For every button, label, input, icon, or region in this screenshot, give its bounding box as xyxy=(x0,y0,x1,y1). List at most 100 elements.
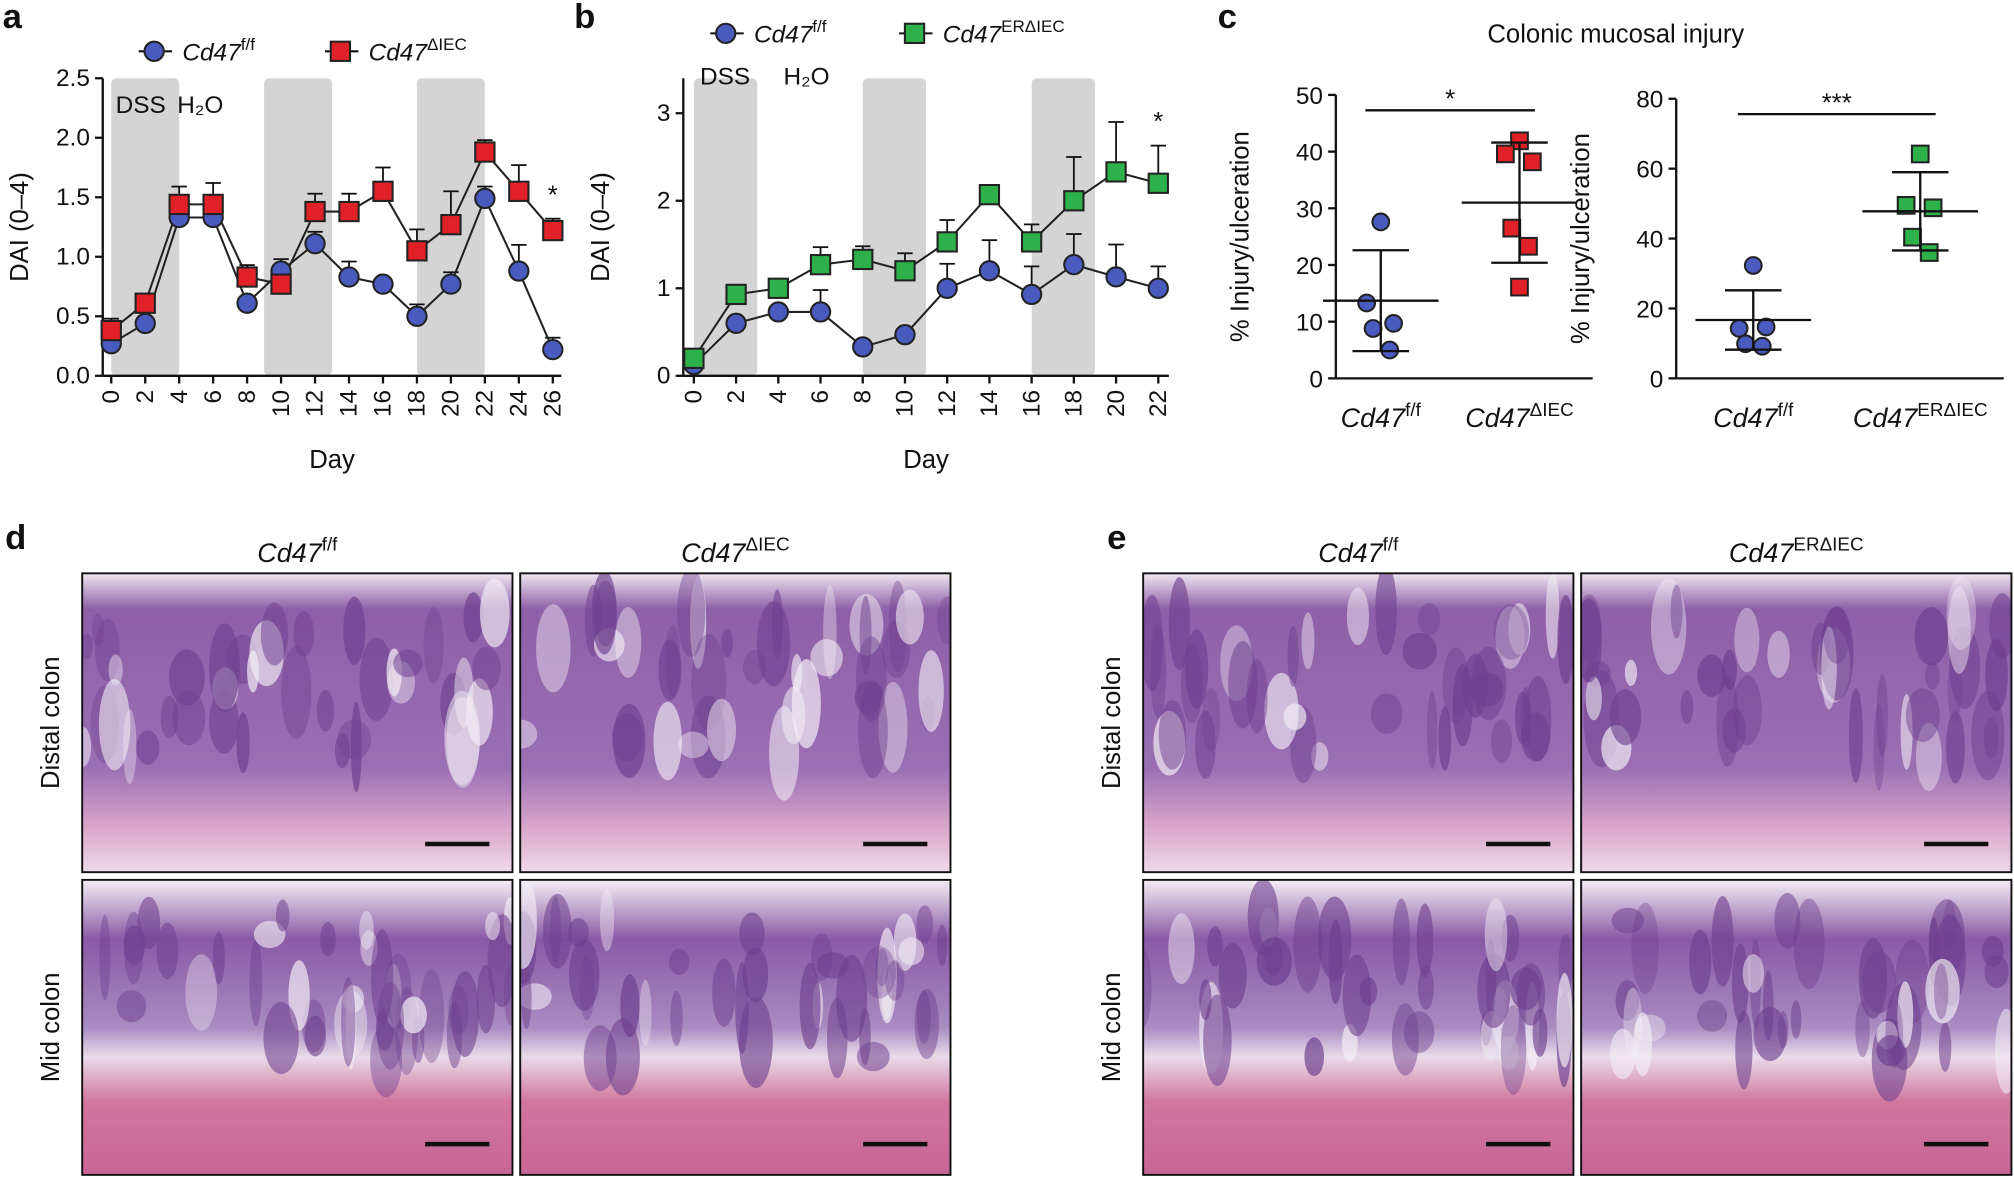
y-tick-label: 1.5 xyxy=(56,184,90,211)
tissue-texture xyxy=(1491,719,1513,763)
column-label-sup: ERΔIEC xyxy=(1793,533,1863,554)
y-tick-label: 0 xyxy=(1650,366,1664,393)
tissue-texture xyxy=(1716,675,1740,767)
tissue xyxy=(1581,573,2012,873)
tissue-texture xyxy=(855,636,887,722)
tissue-texture xyxy=(1873,703,1885,791)
column-label-main: Cd47 xyxy=(681,538,746,568)
tissue-texture xyxy=(1915,722,1942,791)
tissue-texture xyxy=(568,939,600,1011)
annotation: H₂O xyxy=(177,92,223,119)
marker xyxy=(508,180,530,202)
image-border xyxy=(1580,572,2013,874)
tissue-texture xyxy=(549,896,561,964)
image-border xyxy=(81,572,514,874)
tissue-texture xyxy=(712,958,736,1027)
tissue-texture xyxy=(743,649,767,685)
histology-image xyxy=(1142,878,1575,1176)
tissue-texture xyxy=(418,969,445,1064)
marker xyxy=(1752,336,1772,356)
legend-label-main: Cd47 xyxy=(943,21,1003,48)
tissue-texture xyxy=(1287,625,1299,687)
tissue-texture xyxy=(612,703,646,779)
marker xyxy=(236,292,258,314)
marker xyxy=(1896,195,1916,215)
marker xyxy=(304,200,326,223)
tissue-texture xyxy=(108,654,123,686)
tissue-texture xyxy=(895,589,924,645)
y-tick-label: 1 xyxy=(657,275,671,302)
tissue-texture xyxy=(1500,1005,1527,1095)
tissue xyxy=(82,573,513,873)
marker xyxy=(767,301,789,323)
tissue-texture xyxy=(1609,1028,1636,1080)
tissue-texture xyxy=(1304,1037,1325,1077)
column-label: Cd47ΔIEC xyxy=(681,533,790,567)
tissue-texture xyxy=(1790,1000,1802,1040)
marker xyxy=(1105,161,1127,183)
tissue-texture xyxy=(1218,942,1247,1009)
tissue-texture xyxy=(859,595,872,674)
tissue-texture xyxy=(898,937,925,966)
tissue-texture xyxy=(156,922,179,980)
tissue-texture xyxy=(236,712,250,774)
tissue-texture xyxy=(1734,607,1760,673)
tissue xyxy=(1143,573,1574,873)
tissue-texture xyxy=(1946,576,1977,650)
tissue-texture xyxy=(1897,981,1914,1048)
tissue-texture xyxy=(916,905,934,943)
x-tick-label: 2 xyxy=(723,390,750,404)
tissue-texture xyxy=(1848,687,1863,783)
column-label-sup: f/f xyxy=(1383,533,1399,554)
tissue-texture xyxy=(1670,584,1683,639)
x-tick-label: 16 xyxy=(1018,390,1045,417)
tissue-texture xyxy=(542,893,572,969)
tissue-texture xyxy=(1938,1022,1952,1072)
legend-label-sup: f/f xyxy=(241,35,255,54)
x-tick-label: 2 xyxy=(132,390,159,404)
tissue-texture xyxy=(1742,954,1764,993)
tissue-texture xyxy=(1732,675,1762,746)
significance: * xyxy=(1153,108,1163,136)
column-label-sup: ΔIEC xyxy=(746,533,790,554)
tissue-texture xyxy=(1735,1010,1753,1090)
row-label: Mid colon xyxy=(37,973,65,1083)
tissue-texture xyxy=(1900,694,1913,770)
marker xyxy=(936,231,958,253)
marker xyxy=(1020,283,1043,306)
tissue-texture xyxy=(670,990,683,1047)
category-label: Cd47ERΔIEC xyxy=(1853,399,1988,433)
tissue-texture xyxy=(423,607,444,684)
tissue xyxy=(1581,879,2012,1175)
marker xyxy=(1919,243,1939,262)
tissue-texture xyxy=(1301,612,1315,670)
tissue-texture xyxy=(91,612,105,647)
image-border xyxy=(519,572,952,874)
marker xyxy=(134,312,156,335)
tissue-texture xyxy=(343,596,366,665)
marker xyxy=(270,273,292,295)
marker xyxy=(1495,144,1515,164)
tissue-texture xyxy=(771,589,784,660)
tissue-texture xyxy=(359,910,374,950)
annotation: DSS xyxy=(700,64,750,91)
y-axis-label: % Injury/ulceration xyxy=(1567,133,1595,344)
x-axis-label: Day xyxy=(903,446,949,474)
tissue-texture xyxy=(95,618,120,682)
row-label: Distal colon xyxy=(1098,656,1126,789)
tissue-texture xyxy=(485,911,501,941)
marker xyxy=(440,213,462,236)
tissue-texture xyxy=(1556,972,1573,1068)
marker xyxy=(1363,319,1383,338)
marker xyxy=(1147,277,1169,299)
tissue-texture xyxy=(1484,898,1508,972)
y-tick-label: 40 xyxy=(1636,227,1663,254)
tissue-texture xyxy=(1925,662,1940,690)
legend-label: Cd47f/f xyxy=(182,35,255,66)
histology-image xyxy=(1142,572,1575,874)
legend-label-sup: ERΔIEC xyxy=(1001,17,1065,36)
tissue-texture xyxy=(1516,963,1546,1026)
tissue-texture xyxy=(345,984,357,1070)
column-label: Cd47f/f xyxy=(1318,533,1399,567)
tissue-texture xyxy=(856,1041,890,1072)
